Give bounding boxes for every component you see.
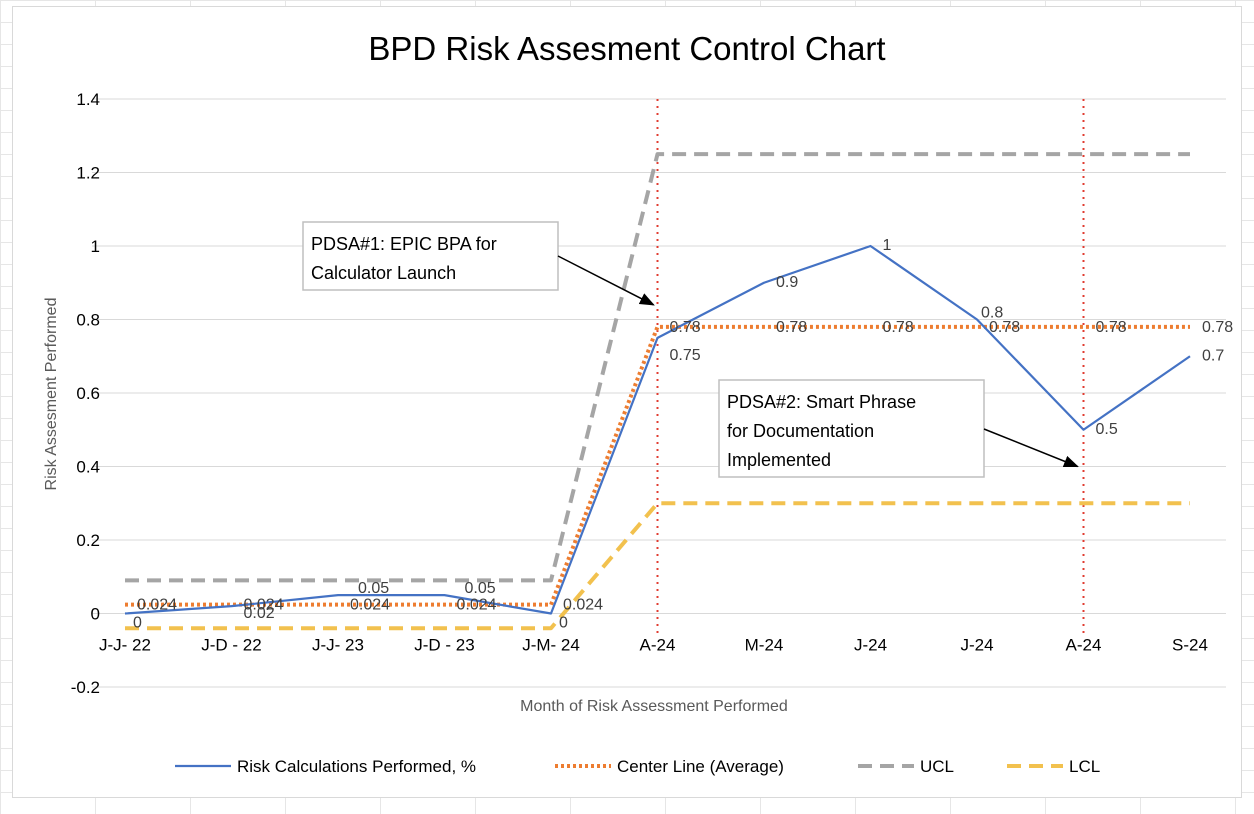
y-axis-title: Risk Assesment Performed (43, 298, 60, 491)
legend-label: Risk Calculations Performed, % (237, 757, 476, 776)
legend-item[interactable]: LCL (1007, 757, 1100, 776)
data-label: 0.7 (1202, 347, 1224, 364)
data-label: 0.05 (358, 580, 389, 597)
x-tick-label: J-24 (854, 636, 887, 655)
callout-text-line: Implemented (727, 450, 831, 470)
legend-label: UCL (920, 757, 954, 776)
data-label: 0.024 (244, 597, 284, 614)
y-tick-label: 0.6 (76, 384, 100, 403)
data-label: 0.78 (776, 319, 807, 336)
data-label: 0.5 (1096, 421, 1118, 438)
x-tick-label: J-D - 23 (414, 636, 474, 655)
data-label: 0.8 (981, 305, 1003, 322)
y-tick-label: 0.8 (76, 311, 100, 330)
data-label: 0.024 (457, 597, 497, 614)
x-tick-label: A-24 (640, 636, 676, 655)
series-line-risk-calculations-performed[interactable] (124, 244, 1191, 615)
x-axis-title: Month of Risk Assessment Performed (520, 698, 788, 715)
legend-label: LCL (1069, 757, 1100, 776)
x-tick-label: J-D - 22 (201, 636, 261, 655)
data-labels: 0.024 0.024 0.024 0.024 0.024 0.78 0.78 0.78 0.7… (133, 237, 1233, 632)
x-tick-label: J-J- 23 (312, 636, 364, 655)
gridlines (92, 98, 1226, 688)
data-label: 0 (559, 615, 568, 632)
callout-text-line: PDSA#2: Smart Phrase (727, 392, 916, 412)
data-label: 0.024 (137, 597, 177, 614)
data-label: 0.024 (563, 597, 603, 614)
series-line-lcl[interactable] (125, 501, 1190, 631)
callout-1: PDSA#1: EPIC BPA for Calculator Launch (302, 221, 655, 306)
data-label: 0.78 (883, 319, 914, 336)
x-tick-label: A-24 (1066, 636, 1102, 655)
x-tick-label: J-M- 24 (522, 636, 580, 655)
callout-text-line: for Documentation (727, 421, 874, 441)
y-tick-label: 0.2 (76, 531, 100, 550)
y-tick-label: 0.4 (76, 458, 100, 477)
y-tick-label: 1.4 (76, 90, 100, 109)
callout-arrow (983, 428, 1079, 468)
legend-item[interactable]: Risk Calculations Performed, % (175, 757, 476, 776)
x-tick-label: S-24 (1172, 636, 1208, 655)
data-label: 0.9 (776, 274, 798, 291)
data-label: 0.02 (244, 605, 275, 622)
x-tick-label: J-J- 22 (99, 636, 151, 655)
data-label: 0.78 (1096, 319, 1127, 336)
data-label: 0.78 (1202, 319, 1233, 336)
x-tick-label: J-24 (960, 636, 993, 655)
data-label: 0.78 (989, 319, 1020, 336)
callout-text-line: Calculator Launch (311, 263, 456, 283)
data-label: 0.024 (350, 597, 390, 614)
series-lines (124, 152, 1191, 631)
series-line-center-line-average[interactable] (125, 324, 1190, 607)
callout-box (718, 379, 985, 478)
data-label: 0 (133, 615, 142, 632)
callout-2: PDSA#2: Smart Phrase for Documentation Imp… (718, 379, 1079, 478)
y-tick-label: 0 (91, 605, 100, 624)
legend-item[interactable]: UCL (858, 757, 954, 776)
data-label: 0.75 (670, 347, 701, 364)
legend-item[interactable]: Center Line (Average) (555, 757, 784, 776)
y-tick-label: -0.2 (71, 678, 100, 697)
intervention-lines (656, 99, 1085, 638)
y-tick-label: 1 (91, 237, 100, 256)
y-tick-label: 1.2 (76, 164, 100, 183)
data-label: 0.05 (465, 580, 496, 597)
legend-label: Center Line (Average) (617, 757, 784, 776)
series-line-ucl[interactable] (125, 152, 1190, 583)
callout-text-line: PDSA#1: EPIC BPA for (311, 234, 497, 254)
data-label: 1 (883, 237, 892, 254)
y-axis-ticks: -0.2 0 0.2 0.4 0.6 0.8 1 1.2 1.4 (71, 90, 100, 697)
data-label: 0.78 (670, 319, 701, 336)
callout-arrow (557, 255, 655, 306)
x-tick-label: M-24 (745, 636, 784, 655)
x-axis-ticks: J-J- 22 J-D - 22 J-J- 23 J-D - 23 J-M- 24 A-2… (99, 636, 1208, 655)
legend: Risk Calculations Performed, % Center Lin… (175, 757, 1100, 776)
callout-box (302, 221, 559, 291)
chart-title: BPD Risk Assesment Control Chart (368, 30, 885, 67)
